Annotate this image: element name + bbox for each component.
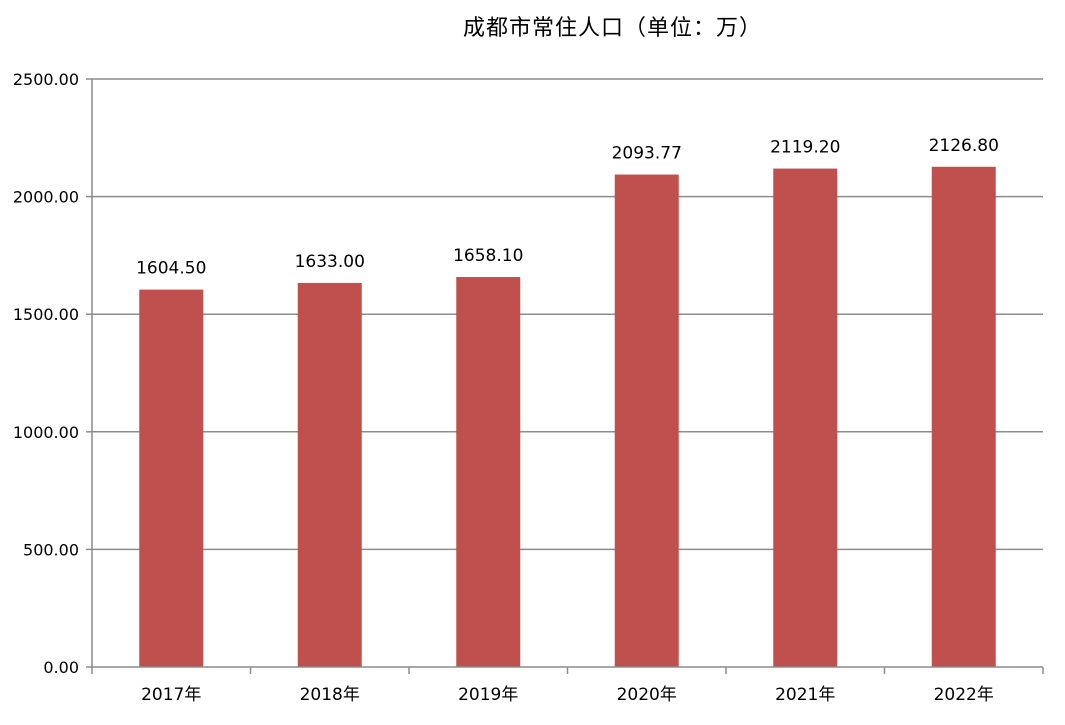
labels: 0.00 500.00 1000.00 1500.00 2000.00 2500.00 16…: [13, 70, 999, 705]
bar: [139, 289, 204, 667]
chart-title: 成都市常住人口（单位：万）: [462, 16, 762, 41]
y-tick-label: 500.00: [23, 540, 79, 559]
y-tick-label: 2000.00: [13, 188, 79, 207]
data-label: 1604.50: [136, 259, 206, 279]
grid-lines: [92, 78, 1043, 551]
x-tick-label: 2022年: [934, 685, 994, 705]
x-tick-label: 2019年: [458, 685, 518, 705]
data-label: 2126.80: [929, 136, 999, 156]
bar: [297, 282, 362, 667]
axes: [86, 78, 1044, 674]
y-tick-label: 1500.00: [13, 305, 79, 324]
data-label: 2119.20: [770, 138, 840, 158]
x-tick-label: 2020年: [617, 685, 677, 705]
data-label: 2093.77: [612, 144, 682, 164]
data-label: 1658.10: [453, 246, 523, 266]
y-tick-label: 1000.00: [13, 423, 79, 442]
x-tick-label: 2017年: [141, 685, 201, 705]
bar: [773, 168, 838, 668]
x-tick-label: 2021年: [775, 685, 835, 705]
bar: [931, 166, 996, 667]
y-tick-label: 2500.00: [13, 70, 79, 89]
y-tick-label: 0.00: [43, 658, 79, 677]
bar: [456, 277, 521, 667]
x-tick-label: 2018年: [300, 685, 360, 705]
bars: [139, 166, 996, 668]
data-label: 1633.00: [295, 252, 365, 272]
bar: [614, 174, 679, 668]
